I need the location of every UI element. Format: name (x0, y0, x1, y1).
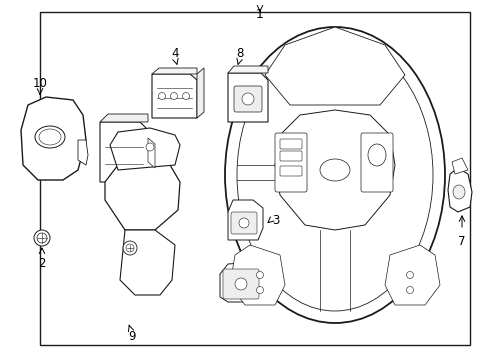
Ellipse shape (123, 241, 137, 255)
FancyBboxPatch shape (234, 86, 262, 112)
Ellipse shape (239, 218, 249, 228)
Text: 10: 10 (32, 77, 48, 90)
Polygon shape (105, 160, 180, 230)
Polygon shape (275, 110, 395, 230)
Polygon shape (197, 68, 204, 118)
FancyBboxPatch shape (280, 166, 302, 176)
Polygon shape (110, 128, 180, 170)
Polygon shape (78, 140, 88, 165)
FancyBboxPatch shape (280, 139, 302, 149)
Polygon shape (385, 245, 440, 305)
Polygon shape (448, 168, 472, 212)
Ellipse shape (242, 93, 254, 105)
Text: 6: 6 (162, 144, 170, 157)
Polygon shape (100, 122, 148, 182)
Polygon shape (148, 138, 155, 168)
Ellipse shape (37, 233, 47, 243)
Polygon shape (452, 158, 468, 174)
Text: 9: 9 (128, 330, 136, 343)
Text: 8: 8 (236, 47, 244, 60)
Text: 3: 3 (272, 213, 279, 226)
Text: 1: 1 (256, 8, 264, 21)
Text: 5: 5 (274, 275, 281, 288)
Ellipse shape (320, 159, 350, 181)
Ellipse shape (158, 93, 166, 99)
Polygon shape (152, 74, 197, 118)
Text: 7: 7 (458, 235, 466, 248)
Polygon shape (120, 230, 175, 295)
Polygon shape (152, 68, 197, 74)
Polygon shape (21, 97, 86, 180)
Bar (40, 12, 470, 345)
Polygon shape (228, 73, 268, 122)
Polygon shape (100, 114, 148, 122)
Text: 2: 2 (38, 257, 46, 270)
FancyBboxPatch shape (361, 133, 393, 192)
Ellipse shape (453, 185, 465, 199)
Polygon shape (265, 27, 405, 105)
Ellipse shape (146, 143, 154, 151)
Polygon shape (230, 245, 285, 305)
Polygon shape (228, 200, 263, 240)
Ellipse shape (368, 144, 386, 166)
Ellipse shape (407, 271, 414, 279)
FancyBboxPatch shape (280, 151, 302, 161)
FancyBboxPatch shape (231, 212, 257, 234)
Ellipse shape (237, 39, 433, 311)
Text: 4: 4 (171, 47, 179, 60)
FancyBboxPatch shape (275, 133, 307, 192)
Ellipse shape (235, 278, 247, 290)
Ellipse shape (225, 27, 445, 323)
Ellipse shape (256, 287, 264, 293)
Ellipse shape (407, 287, 414, 293)
Ellipse shape (182, 93, 190, 99)
Polygon shape (220, 262, 265, 302)
Ellipse shape (39, 129, 61, 145)
FancyBboxPatch shape (223, 269, 259, 299)
Ellipse shape (126, 244, 134, 252)
Ellipse shape (34, 230, 50, 246)
Ellipse shape (256, 271, 264, 279)
Polygon shape (228, 66, 268, 73)
Ellipse shape (35, 126, 65, 148)
Ellipse shape (171, 93, 177, 99)
